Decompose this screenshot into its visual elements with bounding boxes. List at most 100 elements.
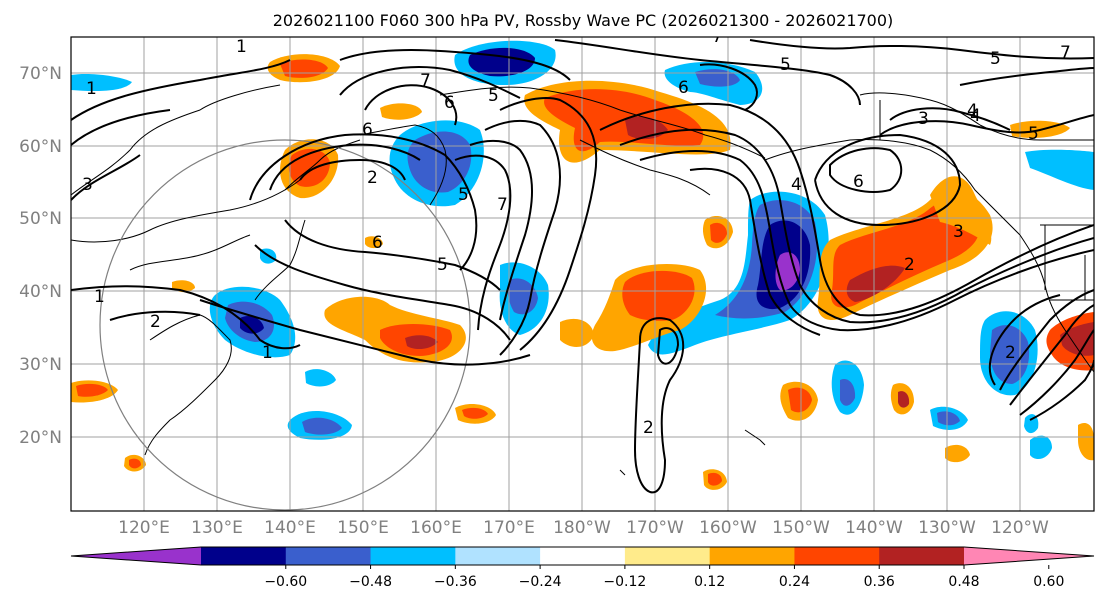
- colorbar-segment: [201, 547, 287, 565]
- positive-anomaly: [930, 176, 992, 245]
- positive-anomaly: [710, 222, 727, 243]
- colorbar-segment: [455, 547, 541, 565]
- positive-anomaly: [560, 318, 594, 347]
- lat-label: 20°N: [19, 428, 62, 448]
- contour-label: 6: [853, 172, 864, 192]
- positive-anomaly: [945, 444, 970, 463]
- colorbar: −0.60 −0.48 −0.36 −0.24 −0.12 0.12 0.24 0.36 0.4…: [70, 546, 1095, 590]
- lon-label: 150°E: [337, 518, 389, 538]
- lon-label: 180°W: [553, 518, 611, 538]
- colorbar-tick-label: 0.24: [779, 574, 810, 590]
- lat-label: 50°N: [19, 209, 62, 229]
- positive-anomaly: [365, 236, 383, 249]
- contour-label: 5: [437, 255, 448, 275]
- lon-label: 130°W: [918, 518, 976, 538]
- lon-label: 120°W: [991, 518, 1049, 538]
- colorbar-extend-low: [71, 547, 201, 565]
- lat-label: 40°N: [19, 282, 62, 302]
- contour-label: 5: [990, 49, 1001, 69]
- lat-label: 30°N: [19, 355, 62, 375]
- latitude-labels: 70°N 60°N 50°N 40°N 30°N 20°N: [19, 64, 62, 448]
- lon-label: 120°E: [118, 518, 170, 538]
- colorbar-tick-label: −0.36: [434, 574, 477, 590]
- map-title: 2026021100 F060 300 hPa PV, Rossby Wave …: [273, 11, 894, 30]
- contour-label: 1: [262, 343, 273, 363]
- contour-label: 5: [488, 86, 499, 106]
- negative-anomaly: [1030, 435, 1052, 460]
- lon-label: 130°E: [191, 518, 243, 538]
- lon-label: 150°W: [772, 518, 830, 538]
- contour-label: 6: [362, 120, 373, 140]
- lat-label: 60°N: [19, 137, 62, 157]
- positive-anomaly: [76, 383, 108, 397]
- positive-anomaly: [708, 472, 722, 486]
- colorbar-tick-label: 0.12: [694, 574, 725, 590]
- lon-label: 160°E: [410, 518, 462, 538]
- contour-label: 7: [712, 27, 723, 47]
- negative-anomaly: [305, 369, 336, 387]
- contour-label: 6: [678, 78, 689, 98]
- negative-anomaly: [695, 69, 740, 87]
- contour-label: 2: [367, 168, 378, 188]
- contour-label: 7: [497, 195, 508, 215]
- colorbar-segment: [540, 547, 626, 565]
- colorbar-segment: [370, 547, 456, 565]
- colorbar-tick-label: −0.24: [519, 574, 562, 590]
- lon-label: 170°W: [626, 518, 684, 538]
- positive-anomaly: [898, 391, 910, 408]
- contour-label: 5: [458, 185, 469, 205]
- colorbar-segment: [624, 547, 711, 565]
- positive-anomaly: [129, 458, 141, 469]
- positive-anomaly: [405, 335, 438, 350]
- lon-label: 140°E: [264, 518, 316, 538]
- contour-label: 2: [1005, 343, 1016, 363]
- colorbar-segment: [709, 547, 795, 565]
- negative-anomaly: [407, 131, 472, 193]
- positive-anomaly: [462, 407, 488, 419]
- colorbar-segment: [794, 547, 880, 565]
- positive-anomaly: [846, 265, 905, 302]
- colorbar-segment: [879, 547, 965, 565]
- contour-label: 4: [791, 175, 802, 195]
- negative-anomaly: [71, 73, 132, 92]
- contour-label: 3: [918, 109, 929, 129]
- map-content: 1 2 3 5 6 7 4 5 6 7 5 6 7 3 4 5 6 2 3 4 …: [71, 27, 1094, 511]
- contour-label: 2: [150, 312, 161, 332]
- lon-label: 160°W: [699, 518, 757, 538]
- map-frame: [70, 36, 1095, 512]
- colorbar-tick-label: −0.48: [349, 574, 392, 590]
- negative-anomaly: [240, 316, 264, 334]
- contour-label: 1: [86, 79, 97, 99]
- longitude-labels: 120°E 130°E 140°E 150°E 160°E 170°E 180°…: [118, 518, 1049, 538]
- positive-anomaly: [380, 103, 422, 120]
- colorbar-tick-label: −0.12: [603, 574, 646, 590]
- contour-label: 2: [904, 255, 915, 275]
- contour-labels: 1 2 3 5 6 7 4 5 6 7 5 6 7 3 4 5 6 2 3 4 …: [82, 27, 1071, 438]
- contour-label: 1: [236, 37, 247, 57]
- contour-label: 7: [1060, 43, 1071, 63]
- colorbar-tick-label: −0.60: [264, 574, 307, 590]
- negative-anomaly: [1025, 149, 1094, 190]
- colorbar-tick-label: 0.36: [864, 574, 895, 590]
- contour-label: 1: [94, 287, 105, 307]
- positive-anomaly: [1078, 422, 1094, 461]
- colorbar-segment: [285, 547, 372, 565]
- colorbar-extend-high: [964, 547, 1094, 565]
- contour-label: 3: [82, 175, 93, 195]
- contour-label: 6: [444, 93, 455, 113]
- negative-anomaly: [507, 278, 538, 315]
- contour-label: 4: [967, 101, 978, 121]
- negative-anomaly: [1024, 414, 1039, 434]
- lat-label: 70°N: [19, 64, 62, 84]
- colorbar-tick-label: 0.48: [948, 574, 979, 590]
- contour-label: 4: [970, 106, 981, 126]
- contour-label: 7: [420, 71, 431, 91]
- negative-anomaly: [302, 417, 342, 435]
- lon-label: 140°W: [845, 518, 903, 538]
- contour-label: 2: [643, 418, 654, 438]
- distance-circle: [99, 139, 471, 511]
- colorbar-outline: [70, 546, 1095, 566]
- contour-label: 3: [953, 222, 964, 242]
- contour-label: 6: [372, 233, 383, 253]
